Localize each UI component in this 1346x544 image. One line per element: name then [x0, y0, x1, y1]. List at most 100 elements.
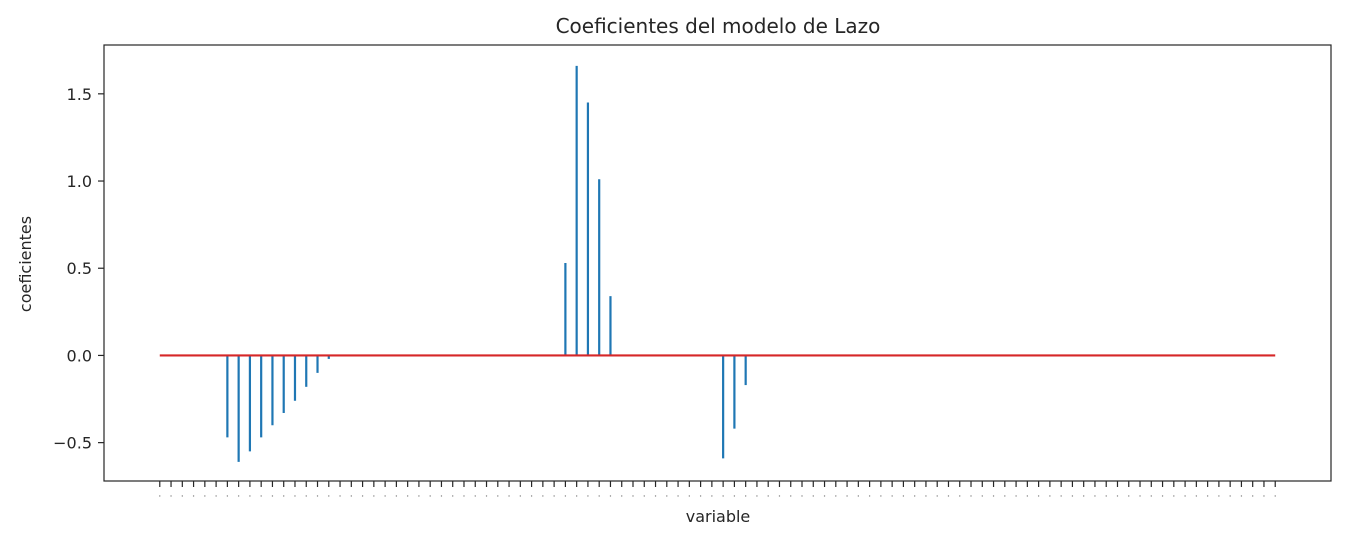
x-tick-label-mark — [474, 495, 476, 497]
x-tick-label-mark — [835, 495, 837, 497]
x-tick-label-mark — [530, 495, 533, 497]
x-tick-label-mark — [1139, 495, 1141, 497]
x-tick-label-mark — [440, 495, 443, 497]
x-tick-label-mark — [666, 495, 668, 497]
x-tick-label-mark — [722, 495, 724, 497]
x-tick-label-mark — [294, 495, 296, 497]
x-tick-label-mark — [575, 495, 578, 497]
x-tick-label-mark — [699, 495, 702, 497]
x-tick-label-mark — [1004, 495, 1006, 497]
x-tick-label-mark — [429, 495, 431, 497]
x-tick-label-mark — [801, 495, 803, 497]
stem-lines — [226, 65, 747, 462]
x-tick-label-mark — [418, 495, 420, 497]
x-tick-label-mark — [823, 495, 826, 497]
x-tick-label-mark — [744, 495, 747, 497]
x-tick-label-mark — [1195, 495, 1198, 497]
x-axis-title: variable — [686, 507, 751, 526]
x-tick-label-mark — [959, 495, 961, 497]
x-tick-label-mark — [519, 495, 522, 497]
x-tick-label-mark — [1105, 495, 1107, 497]
x-tick-label-mark — [936, 495, 938, 497]
x-tick-label-mark — [564, 495, 567, 497]
y-tick-label: 0.0 — [67, 346, 92, 365]
x-tick-label-mark — [790, 495, 792, 497]
x-tick-label-mark — [891, 495, 893, 497]
x-tick-label-mark — [913, 495, 916, 497]
x-tick-label-mark — [1206, 495, 1209, 497]
x-tick-label-mark — [260, 495, 262, 497]
x-tick-label-mark — [925, 495, 927, 497]
x-tick-label-mark — [981, 495, 983, 497]
y-tick-label: −0.5 — [53, 434, 92, 453]
x-tick-label-mark — [305, 495, 307, 497]
x-tick-label-mark — [902, 495, 905, 497]
x-tick-label-mark — [1037, 495, 1040, 497]
x-tick-label-mark — [553, 495, 555, 497]
x-tick-label-mark — [328, 495, 330, 497]
x-tick-label-mark — [677, 495, 679, 497]
x-tick-label-mark — [868, 495, 871, 497]
x-tick-label-mark — [1173, 495, 1175, 497]
x-tick-label-mark — [1161, 495, 1164, 497]
x-tick-label-mark — [542, 495, 544, 497]
x-tick-label-mark — [271, 495, 274, 497]
x-tick-label-mark — [159, 495, 161, 497]
x-tick-label-mark — [316, 495, 319, 497]
x-tick-label-mark — [339, 495, 341, 497]
y-axis-title: coeficientes — [16, 216, 35, 312]
x-tick-label-mark — [226, 495, 229, 497]
x-tick-label-mark — [406, 495, 409, 497]
y-tick-label: 1.0 — [67, 172, 92, 191]
x-tick-label-mark — [598, 495, 600, 497]
x-tick-label-mark — [1128, 495, 1130, 497]
x-tick-label-mark — [767, 495, 769, 497]
x-tick-label-mark — [857, 495, 860, 497]
x-tick-label-mark — [621, 495, 623, 497]
x-tick-label-mark — [609, 495, 612, 497]
x-tick-label-mark — [1026, 495, 1029, 497]
x-tick-label-mark — [1229, 495, 1231, 497]
x-tick-label-mark — [632, 495, 634, 497]
y-tick-label: 0.5 — [67, 259, 92, 278]
x-tick-label-mark — [1049, 495, 1051, 497]
x-tick-label-mark — [1116, 495, 1119, 497]
x-tick-label-mark — [812, 495, 814, 497]
x-tick-label-mark — [181, 495, 184, 497]
chart-title: Coeficientes del modelo de Lazo — [556, 14, 881, 38]
x-tick-label-mark — [688, 495, 691, 497]
x-tick-label-mark — [170, 495, 172, 497]
x-tick-label-mark — [587, 495, 589, 497]
x-tick-label-mark — [1082, 495, 1085, 497]
x-tick-label-mark — [1274, 495, 1276, 497]
x-tick-label-mark — [1240, 495, 1243, 497]
x-tick-label-mark — [497, 495, 499, 497]
x-tick-label-mark — [237, 495, 240, 497]
x-tick-label-mark — [1184, 495, 1186, 497]
x-tick-label-mark — [778, 495, 781, 497]
x-tick-label-mark — [508, 495, 510, 497]
x-tick-label-mark — [1218, 495, 1220, 497]
y-axis-ticks: −0.5 0.0 0.5 1.0 1.5 — [53, 85, 104, 453]
x-tick-label-mark — [756, 495, 758, 497]
x-tick-label-mark — [1071, 495, 1074, 497]
x-tick-label-mark — [215, 495, 217, 497]
x-tick-label-mark — [643, 495, 645, 497]
x-tick-label-mark — [485, 495, 488, 497]
x-axis-ticks — [159, 481, 1276, 497]
x-tick-label-mark — [361, 495, 364, 497]
plot-frame — [103, 44, 1332, 482]
x-tick-label-mark — [204, 495, 206, 497]
x-tick-label-mark — [192, 495, 195, 497]
x-tick-label-mark — [373, 495, 375, 497]
x-tick-label-mark — [1251, 495, 1254, 497]
x-tick-label-mark — [1060, 495, 1062, 497]
y-tick-label: 1.5 — [67, 85, 92, 104]
x-tick-label-mark — [992, 495, 995, 497]
x-tick-label-mark — [846, 495, 848, 497]
x-tick-label-mark — [1263, 495, 1265, 497]
x-tick-label-mark — [249, 495, 251, 497]
x-tick-label-mark — [350, 495, 353, 497]
x-tick-label-mark — [654, 495, 657, 497]
